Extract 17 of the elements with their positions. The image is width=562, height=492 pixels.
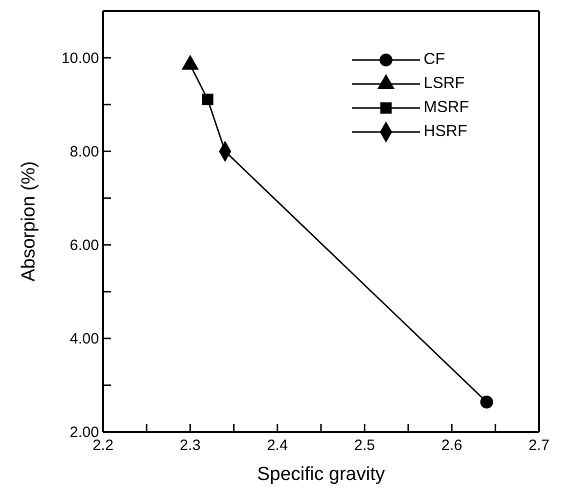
y-tick-label: 6.00 [70, 236, 99, 254]
y-tick-label: 8.00 [70, 143, 99, 160]
legend-label: HSRF [424, 122, 468, 142]
legend-label: MSRF [424, 98, 469, 118]
y-tick-label: 4.00 [70, 330, 99, 348]
point [202, 94, 214, 106]
x-tick-label: 2.3 [180, 437, 201, 454]
x-tick-label: 2.4 [266, 437, 288, 454]
x-tick-label: 2.5 [354, 437, 376, 454]
x-tick-label: 2.7 [528, 437, 550, 454]
point [480, 396, 494, 408]
y-tick-label: 10.00 [61, 50, 99, 67]
legend-label: CF [424, 50, 445, 70]
legend-label: LSRF [424, 74, 465, 94]
x-axis-title: Specific gravity [257, 464, 386, 485]
y-axis-title: Absorpion (%) [18, 161, 40, 282]
x-tick-label: 2.6 [441, 437, 462, 454]
